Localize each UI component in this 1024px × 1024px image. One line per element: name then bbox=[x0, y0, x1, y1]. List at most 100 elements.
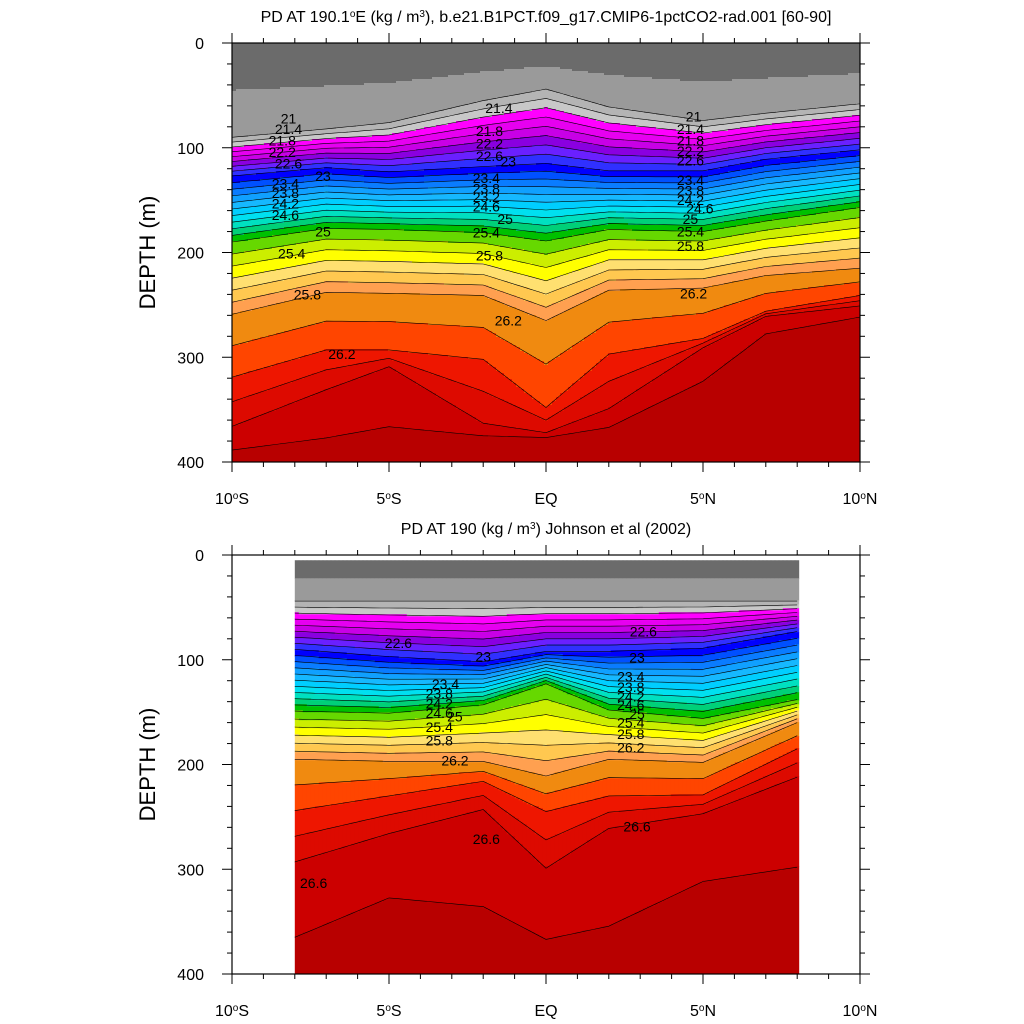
contour-line bbox=[232, 125, 860, 157]
contour-line bbox=[232, 155, 860, 183]
x-tick-label: 10oS bbox=[215, 1003, 249, 1021]
contour-line bbox=[294, 665, 798, 686]
contour-label: 21 bbox=[686, 108, 702, 124]
plot-area: 22.62323.423.824.224.62525.425.826.226.6… bbox=[135, 545, 877, 1020]
contour-line bbox=[294, 616, 798, 632]
contour-line bbox=[232, 143, 860, 172]
panel-top: PD AT 190.1oE (kg / m3), b.e21.B1PCT.f09… bbox=[135, 9, 877, 509]
contour-label: 25.4 bbox=[473, 225, 500, 241]
y-tick-label: 200 bbox=[177, 758, 204, 775]
contour-lines bbox=[232, 88, 860, 451]
x-tick-label: 10oN bbox=[843, 1003, 878, 1021]
contour-label: 22.6 bbox=[677, 152, 704, 168]
contour-label: 22.2 bbox=[269, 144, 296, 160]
contour-line bbox=[294, 604, 798, 610]
contour-label: 22.6 bbox=[275, 155, 302, 171]
contour-line bbox=[294, 710, 798, 741]
contour-label: 21.4 bbox=[275, 121, 302, 137]
contour-line bbox=[294, 651, 798, 676]
contour-line bbox=[294, 714, 798, 749]
contour-line bbox=[232, 184, 860, 216]
contour-line bbox=[232, 161, 860, 190]
y-tick-label: 0 bbox=[195, 548, 204, 565]
contour-line bbox=[232, 149, 860, 177]
contour-label: 25 bbox=[315, 224, 331, 240]
contour-line bbox=[294, 866, 798, 940]
contour-label: 24.2 bbox=[677, 192, 704, 208]
contour-line bbox=[232, 207, 860, 243]
contour-line bbox=[232, 300, 860, 421]
plot-area: 2121.421.822.222.62323.423.824.224.62525… bbox=[135, 33, 877, 508]
contour-label: 24.2 bbox=[617, 688, 644, 704]
x-tick-label: 10oS bbox=[215, 491, 249, 509]
contour-line bbox=[232, 178, 860, 210]
contour-label: 26.2 bbox=[441, 752, 468, 768]
contour-label: 21.8 bbox=[476, 123, 503, 139]
contour-label: 23.4 bbox=[473, 170, 500, 186]
contour-line bbox=[294, 619, 798, 640]
contour-line bbox=[232, 138, 860, 167]
contour-line bbox=[232, 267, 860, 321]
contour-line bbox=[232, 257, 860, 308]
contour-label: 23.4 bbox=[272, 175, 299, 191]
density-field bbox=[232, 43, 860, 462]
contour-label: 26.6 bbox=[300, 875, 327, 891]
contour-label: 22.2 bbox=[476, 136, 503, 152]
contour-line bbox=[294, 631, 798, 663]
contour-label: 25 bbox=[447, 708, 463, 724]
contour-line bbox=[232, 195, 860, 230]
contour-labels: 22.62323.423.824.224.62525.425.826.226.6… bbox=[300, 623, 657, 890]
contour-label: 21 bbox=[281, 110, 297, 126]
contour-line bbox=[232, 217, 860, 255]
contour-line bbox=[294, 735, 798, 795]
contour-label: 24.6 bbox=[686, 201, 713, 217]
contour-label: 24.6 bbox=[617, 697, 644, 713]
contour-line bbox=[294, 638, 798, 667]
contour-line bbox=[232, 305, 860, 434]
contour-label: 23 bbox=[501, 153, 517, 169]
contour-label: 25.8 bbox=[426, 732, 453, 748]
contour-line bbox=[294, 722, 798, 777]
chart-title: PD AT 190.1oE (kg / m3), b.e21.B1PCT.f09… bbox=[261, 9, 832, 27]
contour-label: 23.8 bbox=[272, 185, 299, 201]
contour-label: 26.6 bbox=[473, 831, 500, 847]
contour-line bbox=[232, 295, 860, 408]
contour-label: 25.4 bbox=[278, 246, 305, 262]
y-axis: 0 100 200 300 400 DEPTH (m) bbox=[135, 548, 870, 984]
contour-label: 23.8 bbox=[677, 183, 704, 199]
contour-line bbox=[232, 116, 860, 153]
contour-line bbox=[294, 748, 798, 812]
x-tick-label: 5oS bbox=[376, 491, 401, 509]
x-axis: 10oS 5oS EQ 5oN 10oN bbox=[215, 33, 877, 508]
y-tick-label: 300 bbox=[177, 862, 204, 879]
contour-label: 24.6 bbox=[426, 705, 453, 721]
contour-label: 23.4 bbox=[677, 172, 704, 188]
contour-lines bbox=[294, 600, 798, 940]
contour-line bbox=[232, 316, 860, 451]
contour-label: 23 bbox=[315, 168, 331, 184]
contour-line bbox=[232, 172, 860, 203]
contour-line bbox=[232, 237, 860, 282]
contour-labels: 2121.421.822.222.62323.423.824.224.62525… bbox=[269, 100, 714, 362]
contour-line bbox=[232, 166, 860, 197]
contour-label: 21.4 bbox=[485, 100, 512, 116]
contour-label: 22.6 bbox=[630, 623, 657, 639]
y-tick-label: 400 bbox=[177, 967, 204, 984]
contour-line bbox=[294, 612, 798, 625]
x-tick-label: 10oN bbox=[843, 491, 878, 509]
y-axis: 0 100 200 300 400 DEPTH (m) bbox=[135, 36, 870, 472]
contour-line bbox=[294, 658, 798, 680]
contour-label: 23 bbox=[475, 649, 491, 665]
x-tick-label: 5oS bbox=[376, 1003, 401, 1021]
x-tick-label: 5oN bbox=[690, 1003, 716, 1021]
contour-line bbox=[294, 608, 798, 617]
contour-label: 25.8 bbox=[677, 238, 704, 254]
contour-line bbox=[294, 698, 798, 727]
contour-line bbox=[294, 706, 798, 734]
contour-label: 25 bbox=[629, 706, 645, 722]
x-axis: 10oS 5oS EQ 5oN 10oN bbox=[215, 545, 877, 1020]
contour-label: 23.8 bbox=[617, 679, 644, 695]
contour-label: 25 bbox=[497, 211, 513, 227]
y-tick-label: 100 bbox=[177, 141, 204, 158]
